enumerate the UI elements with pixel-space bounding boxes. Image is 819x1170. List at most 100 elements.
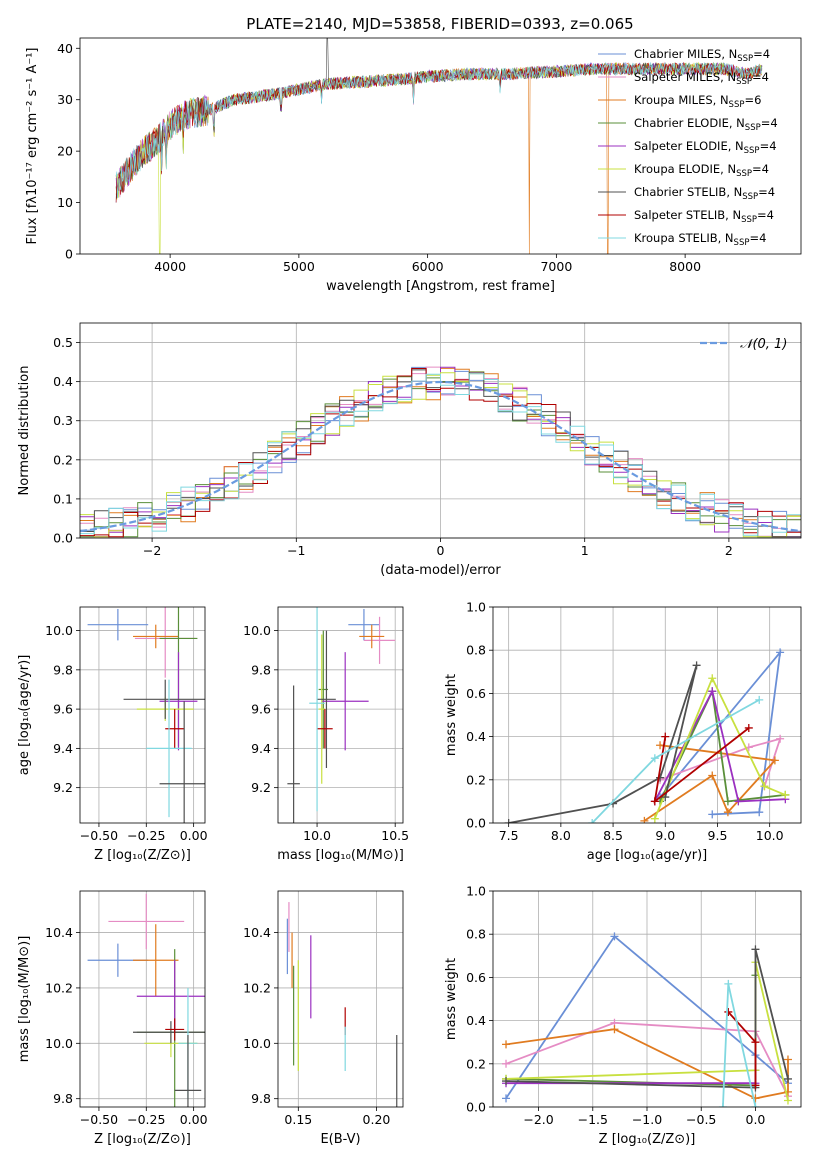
- weight-marker: [504, 819, 513, 823]
- legend-sub: SSP: [741, 215, 757, 225]
- y-tick-label: 0.6: [466, 970, 486, 985]
- legend-sub: SSP: [745, 123, 761, 133]
- y-tick-label: 0.2: [53, 452, 73, 467]
- weight-marker: [610, 932, 619, 941]
- weight-marker: [708, 674, 717, 683]
- x-tick-label: 9.5: [708, 828, 728, 843]
- x-tick-label: 8.0: [551, 828, 571, 843]
- weight-marker: [776, 648, 785, 657]
- weight-marker: [708, 810, 717, 819]
- y-tick-label: 9.2: [251, 780, 271, 795]
- y-axis-label: Normed distribution: [17, 366, 32, 496]
- x-axis-label: wavelength [Angstrom, rest frame]: [326, 279, 555, 294]
- y-tick-label: 10.0: [45, 1036, 73, 1051]
- legend-entry: Salpeter ELODIE, NSSP=4: [634, 139, 777, 156]
- y-tick-label: 1.0: [466, 884, 486, 899]
- weight-marker: [723, 808, 732, 817]
- legend-label: Salpeter ELODIE, N: [634, 139, 744, 153]
- weight-marker: [734, 797, 743, 806]
- x-tick-label: −1: [287, 543, 305, 558]
- y-tick-label: 20: [57, 144, 73, 159]
- y-tick-label: 9.8: [53, 662, 73, 677]
- weight-marker: [751, 1103, 760, 1107]
- legend-sub: SSP: [736, 169, 752, 179]
- legend-label: Salpeter MILES, N: [634, 70, 736, 84]
- legend-tail: =4: [752, 70, 769, 84]
- axes-frame: [79, 890, 206, 1108]
- legend-tail: =4: [760, 139, 777, 153]
- y-tick-label: 9.6: [251, 702, 271, 717]
- y-tick-label: 0.0: [466, 816, 486, 831]
- panel-mass_vs_z: −0.50 −0.25 0.00 9.8 10.0 10.2 10.4 Z [log₁₀(Z/…: [17, 890, 208, 1147]
- y-axis-label: mass weight: [444, 958, 459, 1040]
- y-tick-label: 0.8: [466, 643, 486, 658]
- weight-line-kroupa_elodie: [653, 676, 786, 820]
- y-axis-label: Flux [fλ10⁻¹⁷ erg cm⁻² s⁻¹ A⁻¹]: [25, 48, 40, 245]
- x-tick-label: −0.25: [127, 1112, 165, 1127]
- x-tick-label: −1.0: [632, 1112, 662, 1127]
- weight-line-chabrier_elodie: [505, 975, 757, 1087]
- y-tick-label: 0.1: [53, 491, 73, 506]
- weight-marker: [724, 979, 733, 988]
- plot-area: [504, 648, 790, 823]
- weight-line-chabrier_elodie: [659, 688, 786, 803]
- weight-marker: [708, 687, 717, 696]
- legend-tail: =4: [761, 116, 778, 130]
- y-tick-label: 10.2: [45, 980, 73, 995]
- y-tick-label: 9.6: [53, 702, 73, 717]
- legend-entry: Kroupa MILES, NSSP=6: [634, 93, 761, 110]
- plot-area: [87, 607, 205, 823]
- legend-label: Kroupa STELIB, N: [634, 231, 734, 245]
- axes-frame: [79, 606, 206, 824]
- weight-marker: [744, 723, 753, 732]
- legend-sub: SSP: [742, 192, 758, 202]
- y-tick-label: 10: [57, 195, 73, 210]
- x-axis-label: age [log₁₀(age/yr)]: [587, 848, 708, 863]
- weight-line-chabrier_miles: [505, 935, 789, 1099]
- y-tick-label: 9.4: [251, 741, 271, 756]
- x-axis-label: E(B-V): [320, 1132, 360, 1147]
- legend-tail: =4: [749, 231, 766, 245]
- weight-marker: [783, 1074, 792, 1083]
- x-tick-label: 8000: [669, 259, 701, 274]
- figure-title: PLATE=2140, MJD=53858, FIBERID=0393, z=0…: [246, 15, 633, 33]
- weight-marker: [502, 1059, 511, 1068]
- panel-mass_vs_ebv: 0.15 0.20 9.8 10.0 10.2 10.4 E(B-V): [243, 890, 404, 1147]
- spectrum-line-kroupa_miles: [115, 62, 763, 254]
- x-tick-label: 0: [437, 543, 445, 558]
- x-tick-label: 0.20: [363, 1112, 391, 1127]
- plot-area: [80, 366, 801, 538]
- y-tick-label: 40: [57, 41, 73, 56]
- axes-frame: [79, 37, 802, 255]
- spectrum-line-kroupa_elodie: [115, 61, 763, 254]
- weight-marker: [656, 741, 665, 750]
- weight-marker: [751, 1038, 760, 1047]
- weight-marker: [588, 819, 597, 823]
- x-tick-label: −1.5: [578, 1112, 608, 1127]
- y-tick-label: 0.6: [466, 686, 486, 701]
- legend-tail: =4: [758, 185, 775, 199]
- x-tick-label: 4000: [154, 259, 186, 274]
- y-tick-label: 9.8: [251, 1091, 271, 1106]
- x-axis-label: Z [log₁₀(Z/Z⊙)]: [94, 848, 191, 863]
- y-tick-label: 9.8: [251, 662, 271, 677]
- legend-label: Kroupa MILES, N: [634, 93, 729, 107]
- y-tick-label: 0.8: [466, 927, 486, 942]
- legend-sub: SSP: [729, 100, 745, 110]
- y-axis-label: mass [log₁₀(M/M⊙)]: [17, 936, 32, 1063]
- y-tick-label: 10.0: [243, 1036, 271, 1051]
- spectrum-line-kroupa_stelib: [115, 61, 763, 199]
- y-tick-label: 10.2: [243, 980, 271, 995]
- x-tick-label: −2.0: [523, 1112, 553, 1127]
- weight-marker: [640, 816, 649, 823]
- y-tick-label: 0.2: [466, 1056, 486, 1071]
- weight-marker: [751, 1081, 760, 1090]
- y-tick-label: 0.2: [466, 772, 486, 787]
- panel-weight_vs_age: 7.5 8.0 8.5 9.0 9.5 10.0 0.0 0.2 0.4 0.6 0.8 1.0 age…: [444, 600, 802, 863]
- y-tick-label: 0.3: [53, 413, 73, 428]
- weight-marker: [650, 754, 659, 763]
- weight-marker: [755, 695, 764, 704]
- x-tick-label: −0.50: [80, 828, 118, 843]
- legend-entry: Salpeter STELIB, NSSP=4: [634, 208, 774, 225]
- weight-marker: [650, 814, 659, 823]
